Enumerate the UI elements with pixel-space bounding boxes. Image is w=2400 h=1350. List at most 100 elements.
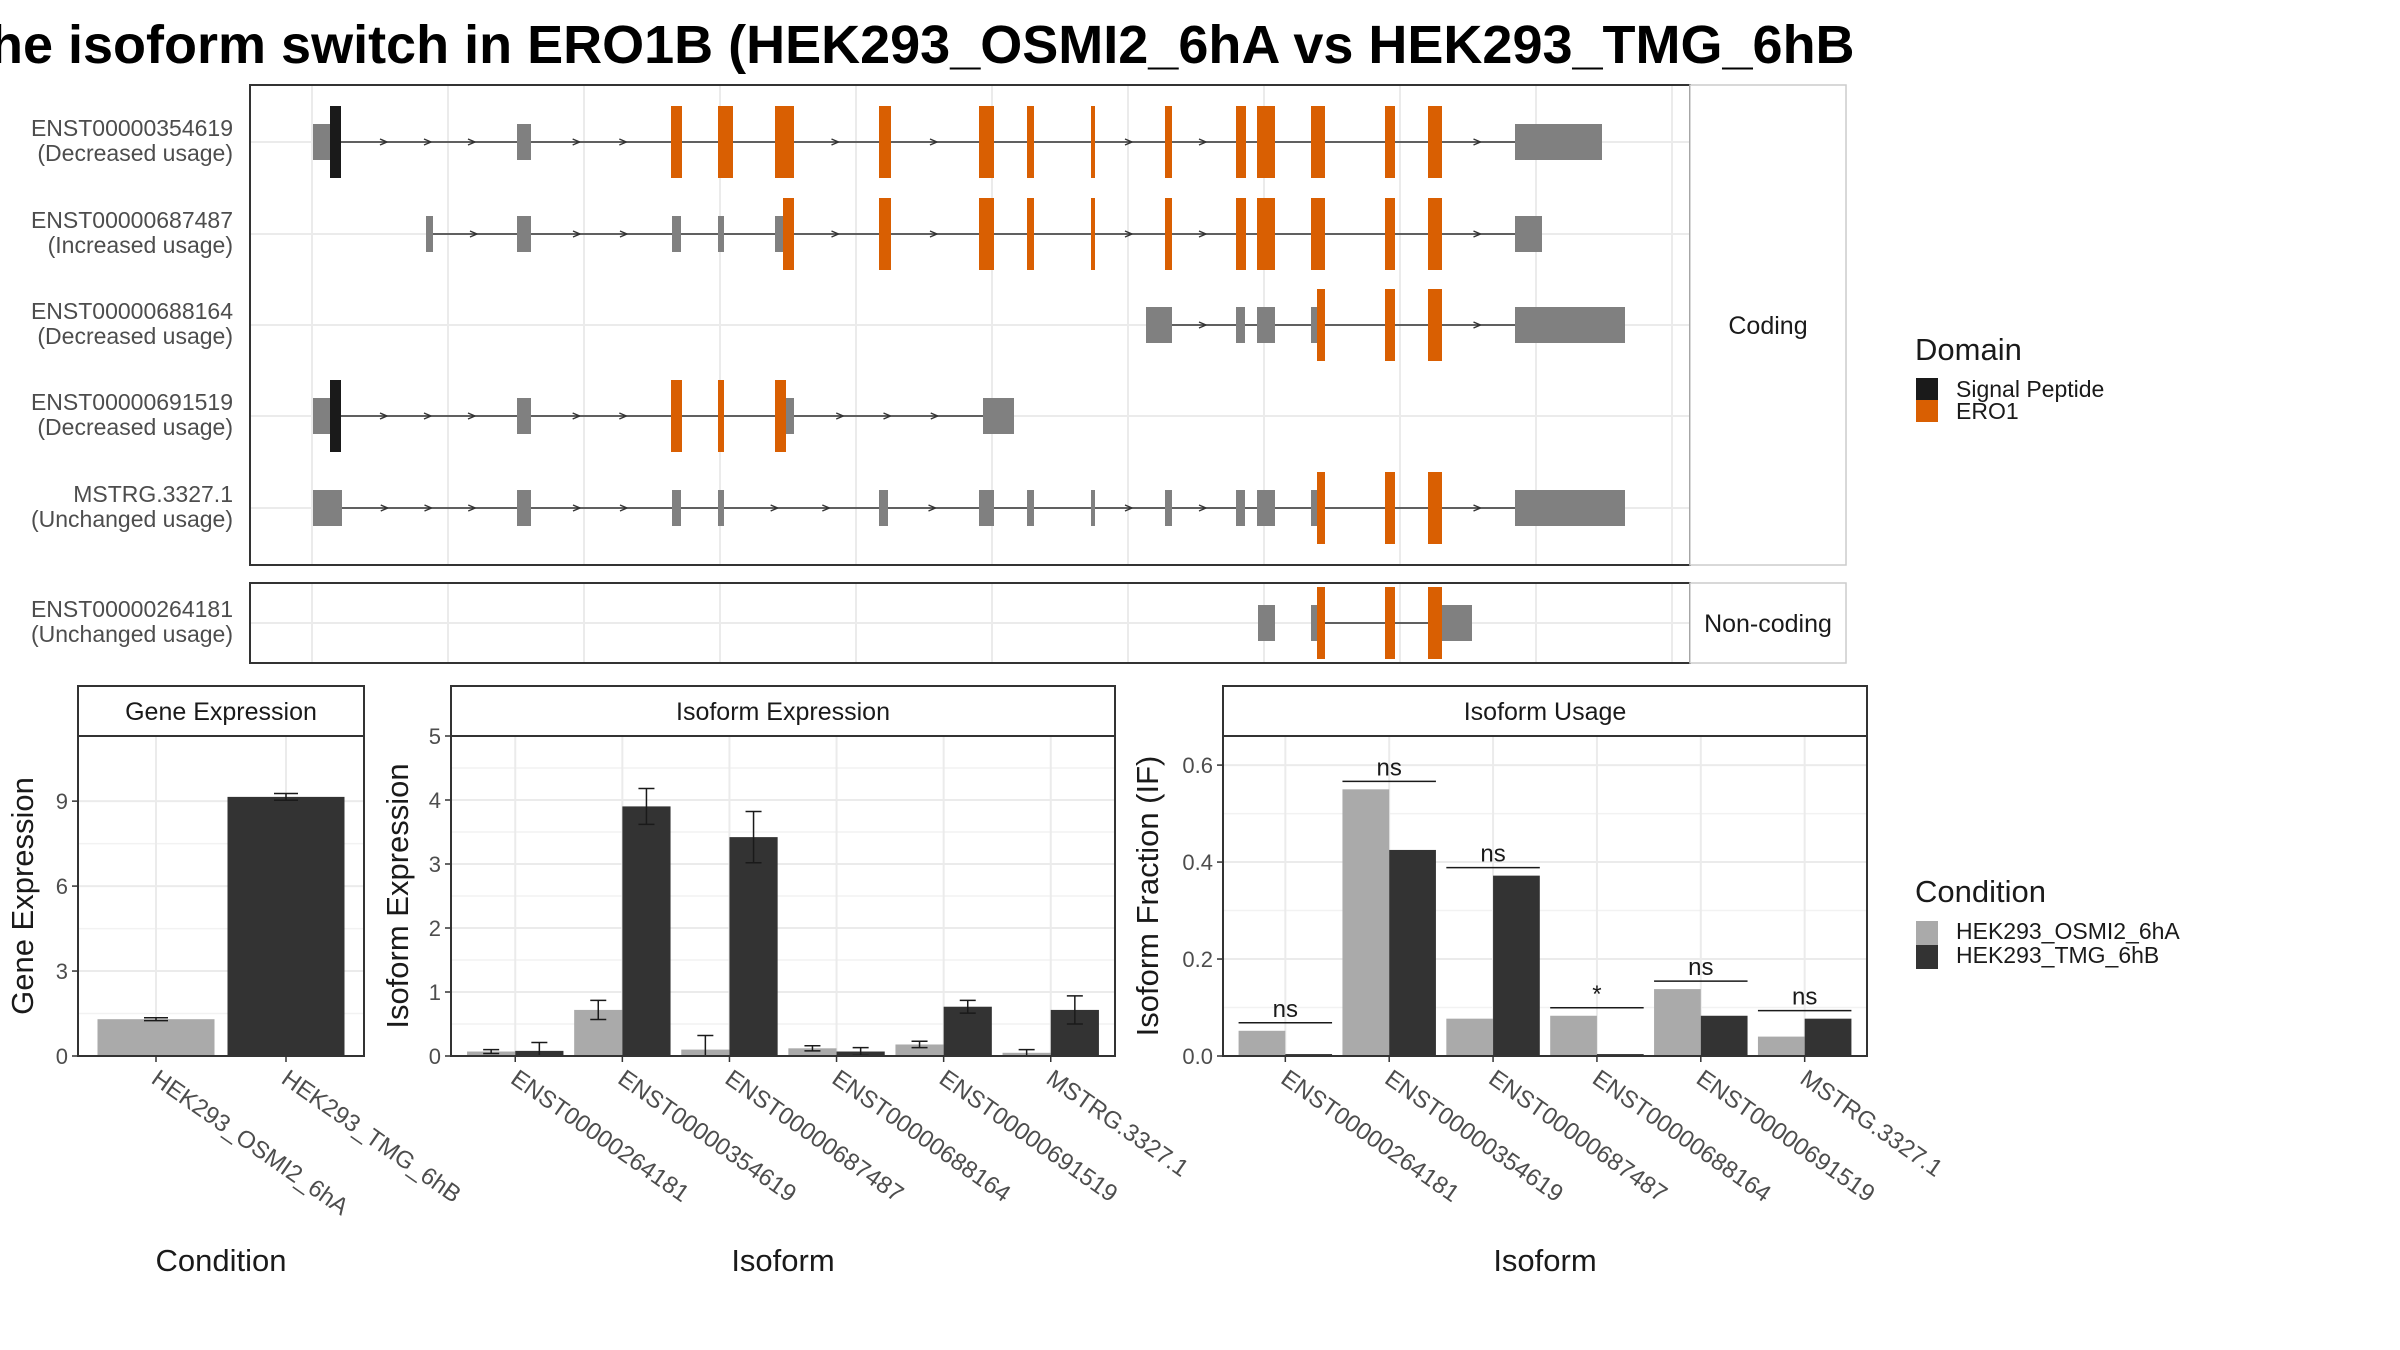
transcript-3-intron-arrow <box>467 412 477 420</box>
chart-2-signif-label: * <box>1592 981 1601 1008</box>
chart-1-xtick-label: ENST00000264181 <box>506 1065 694 1208</box>
chart-0-ylabel: Gene Expression <box>5 777 40 1015</box>
chart-1-ytick-label: 5 <box>429 724 441 749</box>
transcript-id-label: MSTRG.3327.1 <box>73 481 233 507</box>
transcript-0-intron-arrow <box>572 138 582 146</box>
transcript-4-intron-arrow <box>822 504 832 512</box>
transcript-3-intron-arrow <box>883 412 893 420</box>
transcript-0-intron-arrow <box>831 138 841 146</box>
transcript-2-intron-arrow <box>1473 321 1483 329</box>
transcript-3-intron-arrow <box>835 412 846 420</box>
transcript-1-intron-arrow <box>831 230 841 238</box>
transcript-0-exon-8 <box>1027 106 1034 178</box>
chart-0-errorbar <box>274 792 298 802</box>
transcript-4-exon-9 <box>1236 490 1245 526</box>
chart-2-xtick-label: ENST00000688164 <box>1587 1065 1775 1208</box>
chart-1-bar-1 <box>622 806 671 1056</box>
transcript-1-intron-arrow <box>572 230 582 238</box>
transcript-1-intron-arrow <box>619 230 629 238</box>
transcript-id-label: ENST00000354619 <box>31 115 233 141</box>
transcript-0-exon-1 <box>330 106 341 178</box>
transcript-3-intron-arrow <box>930 412 940 420</box>
transcript-2-intron-arrow <box>1198 321 1208 329</box>
transcript-1-intron-arrow <box>929 230 939 238</box>
transcript-0-exon-0 <box>313 124 330 160</box>
transcript-2-exon-7 <box>1515 307 1525 343</box>
transcript-usage-label: (Decreased usage) <box>37 323 233 349</box>
transcript-1-exon-11 <box>1236 198 1246 270</box>
transcript-0-exon-14 <box>1385 106 1395 178</box>
transcript-0-intron-arrow <box>1473 138 1483 146</box>
chart-1-errorbar-0 <box>590 999 607 1021</box>
transcript-1-exon-15 <box>1428 198 1442 270</box>
transcript-2-exon-6 <box>1428 289 1442 361</box>
chart-2-ytick-label: 0.6 <box>1182 753 1213 778</box>
transcript-0-exon-15 <box>1428 106 1442 178</box>
chart-1-errorbar-0 <box>911 1040 928 1049</box>
transcript-1-exon-6 <box>879 198 891 270</box>
transcript-1-exon-14 <box>1385 198 1395 270</box>
condition-legend-key <box>1916 945 1938 969</box>
transcript-0-intron-arrow <box>379 138 389 146</box>
chart-2-strip <box>1222 685 1868 737</box>
chart-2-bar-0 <box>1654 989 1701 1056</box>
figure-title-box: he isoform switch in ERO1B (HEK293_OSMI2… <box>0 8 1870 82</box>
transcript-1-intron-arrow <box>469 230 479 238</box>
transcript-4-intron-arrow <box>1473 504 1483 512</box>
transcript-4-exon-0 <box>313 490 342 526</box>
chart-2-ytick-label: 0.0 <box>1182 1044 1213 1069</box>
transcript-0-exon-5 <box>775 106 794 178</box>
transcript-1-exon-0 <box>426 216 433 252</box>
transcript-1-exon-9 <box>1091 198 1095 270</box>
condition-legend-label: HEK293_OSMI2_6hA <box>1956 918 2180 944</box>
transcript-4-exon-15 <box>1515 490 1525 526</box>
transcript-0-intron-arrow <box>619 138 629 146</box>
domain-legend-label: ERO1 <box>1956 398 2019 424</box>
domain-legend-key <box>1916 400 1938 422</box>
transcript-3-exon-3 <box>671 380 682 452</box>
transcript-0-exon-12 <box>1257 106 1275 178</box>
chart-2-bar-0 <box>1342 789 1390 1056</box>
transcript-4-exon-2 <box>672 490 681 526</box>
condition-legend-label: HEK293_TMG_6hB <box>1956 942 2159 968</box>
transcript-4-intron-arrow <box>467 504 478 512</box>
transcript-1-exon-16 <box>1515 216 1525 252</box>
transcript-0-exon-13 <box>1311 106 1325 178</box>
chart-2-panel-title: Isoform Usage <box>1464 698 1627 726</box>
transcript-noncoding-exon-2 <box>1317 587 1325 659</box>
chart-1-bar-0 <box>788 1048 837 1056</box>
transcript-3-exon-1 <box>330 380 341 452</box>
transcript-4-exon-3 <box>718 490 724 526</box>
chart-0-xlabel: Condition <box>156 1243 287 1278</box>
transcript-4-intron-arrow <box>572 504 582 512</box>
transcript-3-intron-arrow <box>423 412 433 420</box>
transcript-3-exon-6 <box>786 398 794 434</box>
condition-legend-key <box>1916 921 1938 945</box>
chart-1-errorbar-1 <box>638 787 655 826</box>
transcript-3-exon-0 <box>313 398 330 434</box>
transcript-4-intron-arrow <box>928 504 938 512</box>
chart-1-xtick-label: ENST00000687487 <box>720 1065 908 1208</box>
chart-1-xtick-label: ENST00000691519 <box>934 1065 1122 1208</box>
chart-1-errorbar-1 <box>1066 995 1083 1025</box>
chart-2-bar-1 <box>1493 875 1540 1056</box>
transcript-id-label: ENST00000688164 <box>31 298 233 324</box>
transcript-noncoding-exon-0 <box>1258 605 1275 641</box>
chart-2-bar-0 <box>1550 1015 1597 1056</box>
chart-0-ytick-label: 6 <box>56 874 68 899</box>
transcript-2-exon-8 <box>1525 307 1625 343</box>
transcript-1-intron-arrow <box>1473 230 1483 238</box>
transcript-0-intron-arrow <box>929 138 939 146</box>
transcript-4-exon-8 <box>1165 490 1172 526</box>
chart-2-plot-bg <box>1223 736 1867 1056</box>
transcript-noncoding-exon-4 <box>1428 587 1442 659</box>
chart-2-xlabel: Isoform <box>1493 1243 1596 1278</box>
chart-2-ylabel: Isoform Fraction (IF) <box>1130 756 1165 1037</box>
transcript-4-exon-14 <box>1428 472 1442 544</box>
chart-2-xtick-label: ENST00000264181 <box>1276 1065 1464 1208</box>
transcript-noncoding-exon-5 <box>1442 605 1472 641</box>
chart-2-bar-1 <box>1389 849 1436 1056</box>
chart-1-errorbar-0 <box>483 1048 500 1055</box>
chart-1-errorbar-1 <box>959 999 976 1014</box>
transcript-3-exon-5 <box>775 380 786 452</box>
